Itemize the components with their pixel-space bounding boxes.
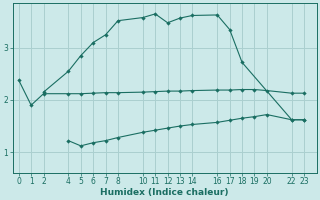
X-axis label: Humidex (Indice chaleur): Humidex (Indice chaleur) xyxy=(100,188,229,197)
